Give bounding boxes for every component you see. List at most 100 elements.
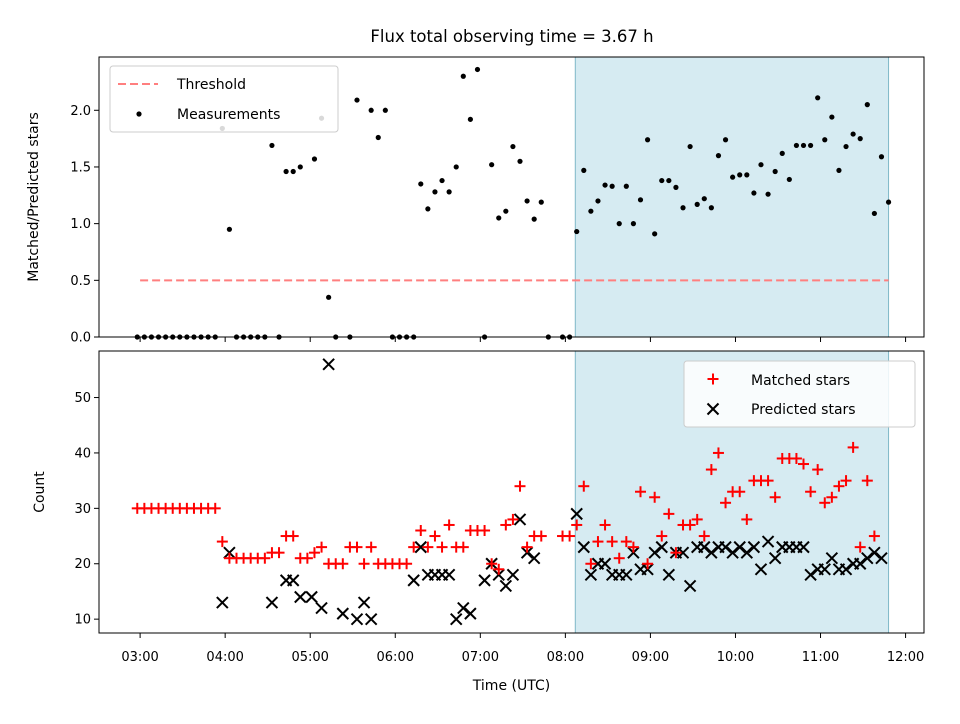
predicted-star-point — [825, 551, 839, 565]
measurement-point — [815, 95, 821, 101]
matched-star-point — [308, 547, 320, 559]
x-tick-label: 09:00 — [632, 650, 669, 665]
matched-star-point — [599, 519, 611, 531]
measurement-point — [659, 177, 665, 184]
predicted-star-point — [676, 546, 690, 559]
matched-star-point — [571, 519, 583, 531]
measurement-point — [375, 134, 381, 141]
measurement-point — [354, 97, 360, 103]
measurement-point — [517, 158, 523, 164]
measurement-point — [602, 182, 608, 188]
measurement-point — [588, 208, 594, 214]
x-tick-label: 08:00 — [547, 650, 584, 665]
top-x-axis-ticks — [139, 337, 907, 342]
matched-star-point — [457, 541, 469, 553]
matched-star-point — [691, 513, 703, 525]
measurement-point — [269, 142, 275, 149]
predicted-star-point — [747, 540, 761, 554]
predicted-star-point — [733, 540, 746, 554]
matched-star-point — [741, 513, 753, 525]
predicted-star-point — [698, 540, 711, 554]
predicted-star-point — [719, 540, 732, 554]
x-tick-label: 10:00 — [717, 650, 754, 665]
chart-title: Flux total observing time = 3.67 h — [370, 27, 653, 46]
matched-star-point — [337, 558, 349, 570]
matched-star-point — [301, 552, 313, 564]
y-tick-label: 1.5 — [70, 160, 91, 175]
predicted-star-point — [464, 607, 477, 620]
matched-star-point — [613, 552, 625, 564]
measurement-point — [722, 137, 729, 143]
measurement-point — [779, 150, 785, 156]
y-tick-label: 2.0 — [70, 104, 91, 119]
measurement-point — [652, 231, 658, 237]
matched-star-point — [634, 486, 646, 498]
measurement-point — [744, 172, 750, 178]
matched-star-point — [351, 541, 363, 553]
predicted-star-point — [364, 612, 378, 626]
predicted-star-point — [407, 574, 420, 587]
measurement-point — [822, 137, 828, 143]
measurement-point — [758, 162, 764, 168]
x-tick-label: 11:00 — [802, 650, 839, 665]
predicted-star-point — [357, 596, 371, 609]
matched-star-point — [486, 558, 498, 570]
x-tick-label: 05:00 — [291, 650, 328, 665]
measurement-point — [737, 172, 743, 178]
measurement-point — [708, 205, 714, 211]
matched-star-point — [209, 502, 221, 514]
matched-star-point — [429, 530, 441, 542]
matched-star-point — [443, 519, 455, 531]
measurement-point — [283, 168, 289, 175]
predicted-star-point — [598, 557, 612, 570]
predicted-star-point — [761, 535, 775, 548]
y-tick-label: 1.0 — [70, 217, 91, 232]
matched-star-point — [798, 458, 810, 470]
matched-star-point — [712, 447, 724, 459]
bottom-plot-frame — [98, 350, 925, 634]
matched-star-point — [500, 519, 512, 531]
measurement-point — [453, 164, 459, 170]
legend-entry-matched-stars: Matched stars — [751, 373, 850, 389]
matched-star-point — [578, 480, 590, 492]
predicted-star-point — [868, 546, 881, 559]
legend-matched-swatch — [707, 373, 719, 385]
measurement-point — [885, 199, 892, 205]
measurement-point — [326, 294, 332, 300]
predicted-star-point — [223, 546, 236, 559]
x-tick-label: 12:00 — [887, 650, 924, 665]
measurement-point — [829, 114, 835, 120]
matched-star-point — [585, 558, 597, 570]
measurement-point — [439, 177, 445, 184]
legend-predicted-swatch — [706, 402, 720, 416]
matched-star-point — [216, 536, 228, 548]
predicted-star-point — [683, 579, 697, 593]
legend-measurement-swatch — [136, 111, 142, 117]
matched-star-point — [592, 536, 604, 548]
predicted-star-point — [265, 596, 279, 609]
matched-star-point — [408, 541, 420, 553]
predicted-star-point — [577, 540, 591, 554]
measurement-point — [510, 143, 516, 150]
predicted-star-point — [216, 596, 229, 609]
measurement-point — [857, 136, 863, 142]
measurement-point — [574, 228, 580, 235]
top-plot-frame — [98, 56, 925, 338]
x-tick-label: 04:00 — [206, 650, 243, 665]
matched-star-point — [507, 513, 519, 525]
measurement-point — [751, 190, 757, 196]
predicted-star-point — [797, 540, 810, 554]
predicted-star-point — [450, 612, 463, 626]
measurement-point — [425, 206, 431, 212]
predicted-star-point — [641, 563, 654, 576]
measurement-point — [432, 189, 438, 195]
x-tick-label: 07:00 — [462, 650, 499, 665]
predicted-star-point — [726, 546, 739, 559]
predicted-star-point — [414, 540, 427, 554]
predicted-star-point — [336, 607, 350, 620]
predicted-star-point — [754, 563, 768, 576]
y-tick-label: 0.0 — [70, 331, 91, 346]
predicted-star-point — [648, 546, 661, 559]
predicted-star-point — [768, 551, 782, 565]
measurement-point — [730, 174, 736, 180]
